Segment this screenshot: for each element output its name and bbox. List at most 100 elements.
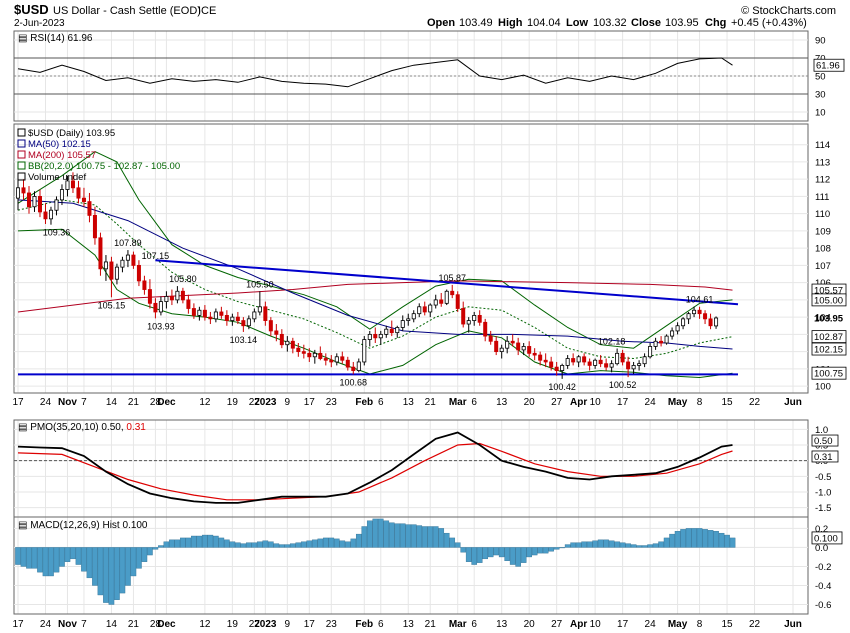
- candle-body: [208, 316, 213, 320]
- macd-hist-bar: [350, 538, 357, 548]
- ma200-line: [17, 280, 733, 313]
- macd-hist-bar: [482, 547, 489, 560]
- price-annotation: 102.18: [598, 337, 626, 347]
- chart-header: $USD US Dollar - Cash Settle (EOD) ICE 2…: [14, 2, 836, 29]
- macd-hist-bar: [724, 534, 730, 548]
- macd-legend: ▤ MACD(12,26,9) Hist 0.100: [18, 520, 148, 531]
- price-annotation: 103.14: [230, 335, 258, 345]
- candle-body: [373, 333, 378, 339]
- macd-hist-bar: [108, 547, 115, 605]
- candle-body: [120, 259, 125, 268]
- x-axis-label: 14: [106, 619, 118, 630]
- candle-body: [598, 359, 603, 365]
- macd-hist-bar: [399, 523, 406, 548]
- macd-hist-bar: [487, 547, 494, 558]
- x-axis-label: 19: [227, 397, 239, 408]
- pmo-tick-label: 1.0: [815, 425, 828, 436]
- x-axis-label: 24: [40, 619, 52, 630]
- candle-body: [125, 254, 130, 261]
- candle-body: [307, 352, 312, 358]
- candle-body: [15, 187, 20, 199]
- x-axis-label: Nov: [58, 397, 77, 408]
- macd-hist-bar: [438, 528, 445, 548]
- x-axis-label: 27: [249, 397, 261, 408]
- x-axis-label: 13: [496, 397, 508, 408]
- macd-hist-bar: [592, 540, 598, 548]
- candle-body: [164, 296, 169, 303]
- macd-hist-bar: [262, 540, 269, 548]
- candle-body: [131, 254, 136, 266]
- watermark: © StockCharts.com: [741, 5, 836, 17]
- macd-hist-bar: [680, 529, 686, 548]
- candle-body: [417, 306, 422, 315]
- macd-hist-bar: [559, 547, 565, 549]
- candle-body: [527, 346, 532, 354]
- candle-body: [686, 313, 691, 320]
- macd-hist-bar: [273, 543, 280, 548]
- x-axis-label: 6: [471, 397, 477, 408]
- candle-body: [378, 333, 383, 339]
- price-value-label: 105.00: [814, 295, 843, 306]
- legend-swatch: [17, 128, 26, 137]
- macd-hist-bar: [625, 543, 631, 548]
- price-frame: [13, 123, 809, 394]
- x-axis-label: Nov: [58, 619, 77, 630]
- candle-body: [576, 356, 581, 363]
- x-axis-label: 8: [697, 397, 703, 408]
- price-tick-label: 107: [815, 261, 831, 272]
- candle-body: [279, 333, 284, 346]
- macd-hist-bar: [691, 528, 697, 548]
- x-axis-label: May: [668, 619, 688, 630]
- macd-hist-bar: [498, 547, 505, 558]
- macd-hist-bar: [92, 547, 98, 586]
- candle-body: [197, 309, 202, 316]
- ma50-line: [17, 199, 733, 350]
- macd-hist-bar: [669, 533, 675, 548]
- x-axis-label: 19: [227, 619, 239, 630]
- macd-hist-bar: [366, 520, 373, 548]
- macd-hist-bar: [548, 547, 554, 552]
- candle-body: [274, 330, 279, 335]
- macd-hist-bar: [257, 541, 263, 548]
- x-axis-label: 20: [524, 397, 536, 408]
- macd-hist-bar: [196, 535, 203, 548]
- price-tick-label: 108: [815, 244, 831, 255]
- macd-hist-bar: [388, 522, 395, 548]
- legend-swatch: [17, 172, 26, 181]
- pmo-value-box: [811, 434, 839, 447]
- candle-body: [538, 354, 543, 361]
- candle-body: [318, 352, 323, 359]
- candle-body: [455, 294, 460, 309]
- macd-hist-bar: [312, 539, 318, 548]
- macd-hist-bar: [81, 547, 87, 572]
- legend-swatch: [17, 150, 26, 159]
- macd-hist-bar: [685, 528, 692, 548]
- macd-hist-bar: [125, 547, 131, 586]
- candle-body: [257, 306, 262, 313]
- x-axis-label: 28: [150, 619, 162, 630]
- macd-hist-bar: [427, 526, 434, 548]
- macd-hist-bar: [663, 537, 670, 548]
- macd-hist-bar: [224, 539, 230, 548]
- candle-body: [252, 311, 257, 320]
- x-axis-label: 21: [425, 619, 437, 630]
- macd-hist-bar: [586, 541, 593, 548]
- candle-body: [329, 359, 334, 363]
- price-annotation: 105.80: [169, 274, 197, 284]
- x-axis-label: 22: [749, 397, 761, 408]
- price-annotation: 107.15: [142, 251, 170, 261]
- macd-tick-label: 0.2: [815, 524, 828, 535]
- price-legend-item: MA(50) 102.15: [28, 139, 91, 150]
- macd-hist-bar: [136, 547, 142, 569]
- macd-hist-bar: [449, 537, 456, 548]
- x-axis-label: 20: [524, 619, 536, 630]
- pmo-panel: 1.00.50.0-0.5-1.0-1.5▤ PMO(35,20,10) 0.5…: [14, 422, 839, 514]
- x-axis-label: 22: [749, 619, 761, 630]
- price-value-label: 103.95: [814, 313, 844, 324]
- candle-body: [147, 289, 152, 304]
- candle-body: [158, 301, 163, 313]
- candle-body: [411, 313, 416, 320]
- x-axis-label: 27: [551, 397, 563, 408]
- x-axis-label: 13: [403, 397, 415, 408]
- price-annotation: 107.89: [114, 238, 142, 248]
